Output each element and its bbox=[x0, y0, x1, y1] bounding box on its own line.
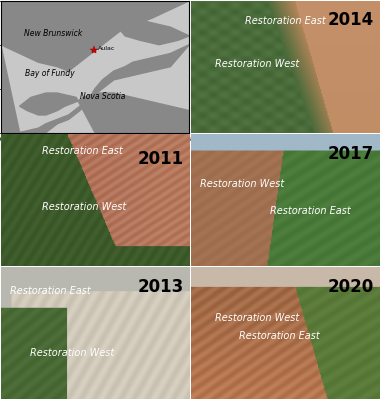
Text: Restoration East: Restoration East bbox=[239, 331, 320, 341]
Polygon shape bbox=[114, 18, 189, 45]
Text: Aulac: Aulac bbox=[98, 46, 116, 51]
X-axis label: Longitude°: Longitude° bbox=[76, 143, 114, 150]
Polygon shape bbox=[20, 93, 189, 132]
Text: Restoration West: Restoration West bbox=[215, 312, 299, 322]
Text: 2011: 2011 bbox=[138, 150, 184, 168]
Text: Restoration West: Restoration West bbox=[200, 179, 285, 189]
Polygon shape bbox=[1, 1, 189, 71]
Text: New Brunswick: New Brunswick bbox=[24, 29, 83, 38]
Text: Restoration East: Restoration East bbox=[10, 286, 91, 296]
Text: 2013: 2013 bbox=[137, 278, 184, 296]
Text: Restoration East: Restoration East bbox=[245, 16, 325, 26]
Text: Restoration East: Restoration East bbox=[42, 146, 123, 156]
Polygon shape bbox=[1, 45, 189, 132]
Text: Restoration West: Restoration West bbox=[30, 348, 114, 358]
Text: 2020: 2020 bbox=[327, 278, 374, 296]
Text: Restoration West: Restoration West bbox=[215, 59, 299, 69]
Text: Restoration East: Restoration East bbox=[270, 206, 351, 216]
Text: Restoration West: Restoration West bbox=[42, 202, 127, 212]
Text: 2017: 2017 bbox=[327, 145, 374, 163]
Text: 2014: 2014 bbox=[327, 11, 374, 29]
Text: Nova Scotia: Nova Scotia bbox=[80, 92, 125, 101]
Text: Bay of Fundy: Bay of Fundy bbox=[25, 69, 74, 78]
